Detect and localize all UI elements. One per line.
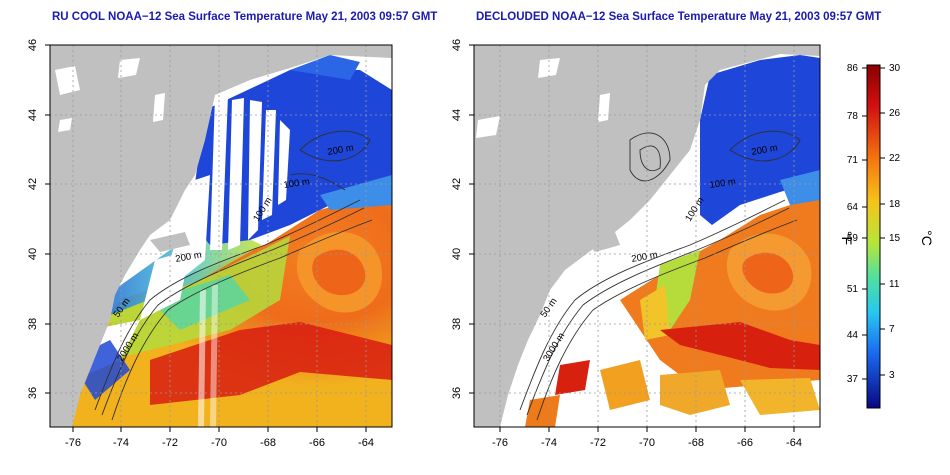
colorbar-c-tick: 30 — [889, 63, 901, 74]
colorbar-c-tick: 3 — [889, 370, 895, 381]
right-axis-ticks — [469, 44, 795, 432]
colorbar-f-tick: 44 — [847, 330, 859, 341]
left-axis-ticks — [45, 44, 367, 432]
right-lat-tick: 44 — [451, 109, 463, 121]
right-lon-tick: -70 — [639, 437, 655, 449]
right-lon-tick: -64 — [786, 437, 802, 449]
left-contour-label-200m: 200 m — [175, 250, 203, 265]
colorbar-c-tick: 15 — [889, 233, 901, 244]
left-lat-tick: 38 — [27, 318, 39, 330]
right-contour-label-200m-east: 200 m — [751, 143, 779, 158]
left-lon-tick: -66 — [309, 437, 325, 449]
right-map: 50 m 100 m 200 m 3000 m 200 m 100 m -76 … — [451, 39, 821, 449]
left-map-image: 50 m 100 m 200 m 2000 m 200 m 100 m — [50, 45, 392, 427]
right-map-image: 50 m 100 m 200 m 3000 m 200 m 100 m — [474, 45, 820, 427]
colorbar-f-tick: 78 — [847, 111, 859, 122]
right-contour-label-200m: 200 m — [631, 250, 659, 265]
left-lon-tick: -68 — [260, 437, 276, 449]
right-lat-tick: 36 — [451, 387, 463, 399]
colorbar-f-tick: 64 — [847, 202, 859, 213]
left-lon-tick: -74 — [113, 437, 129, 449]
right-lon-tick: -74 — [541, 437, 557, 449]
colorbar-fahrenheit-label: °F — [839, 231, 855, 245]
colorbar-c-tick: 18 — [889, 199, 901, 210]
colorbar-celsius-label: °C — [919, 230, 935, 246]
right-graticule — [474, 45, 820, 427]
temperature-colorbar: 86 78 71 64 59 51 44 37 30 26 22 18 15 1… — [839, 63, 935, 409]
right-contour-label-100m-east: 100 m — [709, 176, 737, 191]
left-lat-tick: 44 — [27, 109, 39, 121]
left-lat-tick: 40 — [27, 248, 39, 260]
colorbar-c-tick: 11 — [889, 279, 900, 290]
colorbar-f-tick: 71 — [847, 155, 859, 166]
colorbar-c-tick: 7 — [889, 324, 895, 335]
right-lon-tick: -72 — [590, 437, 606, 449]
colorbar-gradient — [866, 64, 881, 409]
right-lon-tick: -76 — [492, 437, 508, 449]
left-map-frame — [49, 44, 393, 428]
left-lat-tick: 42 — [27, 178, 39, 190]
colorbar-f-tick: 51 — [847, 284, 859, 295]
colorbar-c-tick: 22 — [889, 153, 901, 164]
left-lon-tick: -76 — [65, 437, 81, 449]
right-bathymetry-contours — [519, 130, 801, 421]
left-lon-tick: -64 — [358, 437, 374, 449]
right-map-title: DECLOUDED NOAA−12 Sea Surface Temperatur… — [476, 11, 882, 23]
right-lon-tick: -68 — [688, 437, 704, 449]
colorbar-c-tick: 26 — [889, 108, 901, 119]
right-lat-tick: 38 — [451, 318, 463, 330]
right-lat-tick: 46 — [451, 39, 463, 51]
left-lat-tick: 46 — [27, 39, 39, 51]
left-graticule — [50, 45, 392, 427]
left-contour-label-100m-east: 100 m — [283, 176, 311, 191]
colorbar-f-tick: 59 — [847, 233, 859, 244]
left-bathymetry-contours — [94, 130, 373, 421]
left-lon-tick: -70 — [211, 437, 227, 449]
right-lat-tick: 40 — [451, 248, 463, 260]
left-lon-tick: -72 — [162, 437, 178, 449]
left-contour-label-200m-east: 200 m — [327, 143, 355, 158]
right-lon-tick: -66 — [737, 437, 753, 449]
right-lat-tick: 42 — [451, 178, 463, 190]
colorbar-ticks — [862, 67, 885, 380]
left-map: 50 m 100 m 200 m 2000 m 200 m 100 m -76 … — [27, 39, 393, 449]
left-lat-tick: 36 — [27, 387, 39, 399]
colorbar-f-tick: 37 — [847, 374, 859, 385]
left-map-title: RU COOL NOAA−12 Sea Surface Temperature … — [52, 11, 438, 23]
colorbar-f-tick: 86 — [847, 63, 859, 74]
